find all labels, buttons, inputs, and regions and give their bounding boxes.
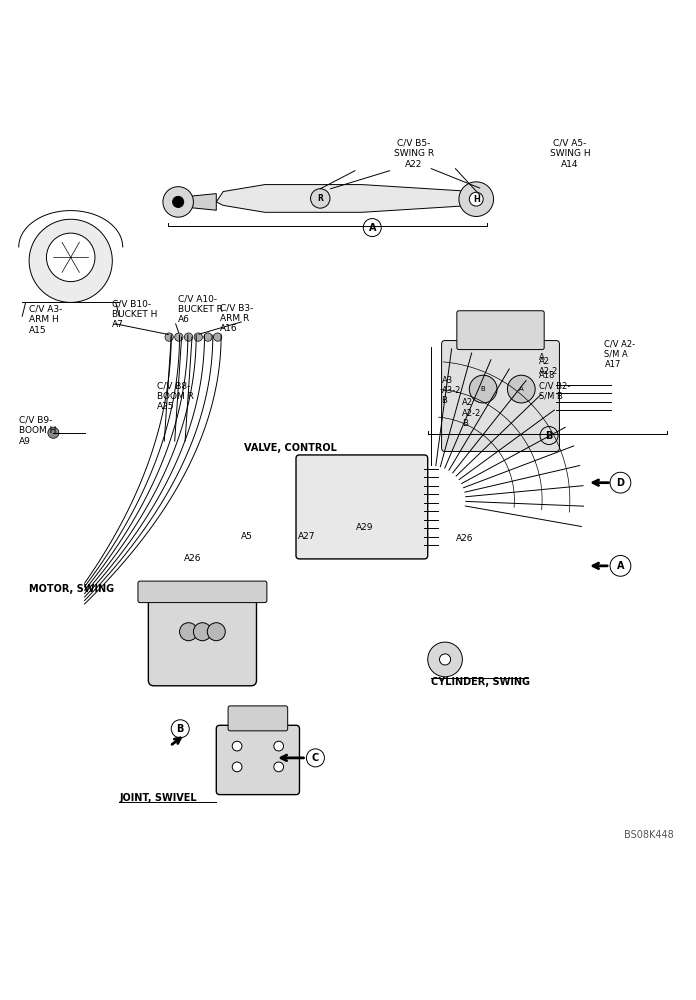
Text: A26: A26 — [184, 554, 202, 563]
Text: A26: A26 — [455, 534, 473, 543]
Text: B: B — [177, 724, 184, 734]
Circle shape — [48, 427, 59, 438]
Text: H: H — [473, 195, 480, 204]
Circle shape — [207, 623, 226, 641]
Text: MOTOR, SWING: MOTOR, SWING — [29, 584, 114, 594]
FancyBboxPatch shape — [441, 341, 560, 451]
Circle shape — [274, 762, 283, 772]
Circle shape — [310, 189, 330, 208]
Text: R: R — [317, 194, 323, 203]
FancyBboxPatch shape — [148, 592, 257, 686]
Text: C/V B5-
SWING R
A22: C/V B5- SWING R A22 — [394, 139, 434, 169]
Text: C: C — [312, 753, 319, 763]
Text: B: B — [481, 386, 486, 392]
Text: C/V B3-
ARM R
A16: C/V B3- ARM R A16 — [220, 303, 253, 333]
Text: C/V A5-
SWING H
A14: C/V A5- SWING H A14 — [550, 139, 590, 169]
Circle shape — [439, 654, 450, 665]
Text: JOINT, SWIVEL: JOINT, SWIVEL — [119, 793, 197, 803]
Circle shape — [184, 333, 193, 341]
Text: VALVE, CONTROL: VALVE, CONTROL — [244, 443, 337, 453]
Text: A5: A5 — [241, 532, 253, 541]
Polygon shape — [216, 185, 476, 212]
FancyBboxPatch shape — [457, 311, 544, 350]
Text: A: A — [617, 561, 624, 571]
Text: C/V B8-
BOOM R
A25: C/V B8- BOOM R A25 — [157, 381, 194, 411]
Circle shape — [428, 642, 462, 677]
FancyBboxPatch shape — [138, 581, 267, 603]
Text: C/V A3-
ARM H
A15: C/V A3- ARM H A15 — [29, 305, 63, 335]
Text: C/V B10-
BUCKET H
A7: C/V B10- BUCKET H A7 — [112, 299, 158, 329]
Circle shape — [232, 762, 242, 772]
Circle shape — [29, 219, 112, 302]
FancyBboxPatch shape — [216, 725, 299, 795]
Circle shape — [204, 333, 212, 341]
Circle shape — [175, 333, 183, 341]
Text: C/V A10-
BUCKET R
A6: C/V A10- BUCKET R A6 — [178, 294, 223, 324]
Circle shape — [165, 333, 173, 341]
Circle shape — [194, 333, 203, 341]
Circle shape — [214, 333, 222, 341]
Circle shape — [232, 741, 242, 751]
Text: B: B — [546, 431, 553, 441]
Text: A29: A29 — [356, 523, 373, 532]
Text: A2
A2-2: A2 A2-2 — [539, 357, 558, 376]
Polygon shape — [189, 194, 216, 210]
Text: D: D — [617, 478, 624, 488]
Text: BS08K448: BS08K448 — [624, 830, 674, 840]
Circle shape — [469, 192, 483, 206]
Text: A18
C/V B2-
S/M B: A18 C/V B2- S/M B — [539, 371, 570, 401]
Circle shape — [193, 623, 212, 641]
Text: A3
A3-2
B: A3 A3-2 B — [441, 376, 461, 405]
Text: A27: A27 — [298, 532, 315, 541]
Circle shape — [274, 741, 283, 751]
FancyBboxPatch shape — [296, 455, 428, 559]
Text: C/V B9-
BOOM H
A9: C/V B9- BOOM H A9 — [19, 416, 56, 446]
FancyBboxPatch shape — [228, 706, 287, 731]
Circle shape — [180, 623, 198, 641]
Circle shape — [459, 182, 493, 216]
Circle shape — [173, 196, 184, 207]
Text: CYLINDER, SWING: CYLINDER, SWING — [432, 677, 530, 687]
Text: A2
A2-2
B: A2 A2-2 B — [462, 398, 482, 428]
Text: A: A — [539, 353, 544, 362]
Circle shape — [163, 187, 193, 217]
Circle shape — [469, 375, 497, 403]
Text: C/V A2-
S/M A
A17: C/V A2- S/M A A17 — [605, 340, 635, 369]
Circle shape — [47, 233, 95, 282]
Text: A: A — [368, 223, 376, 233]
Circle shape — [507, 375, 535, 403]
Text: A: A — [519, 386, 523, 392]
